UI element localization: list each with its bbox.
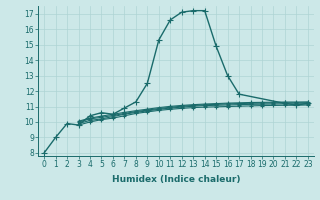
X-axis label: Humidex (Indice chaleur): Humidex (Indice chaleur) xyxy=(112,175,240,184)
